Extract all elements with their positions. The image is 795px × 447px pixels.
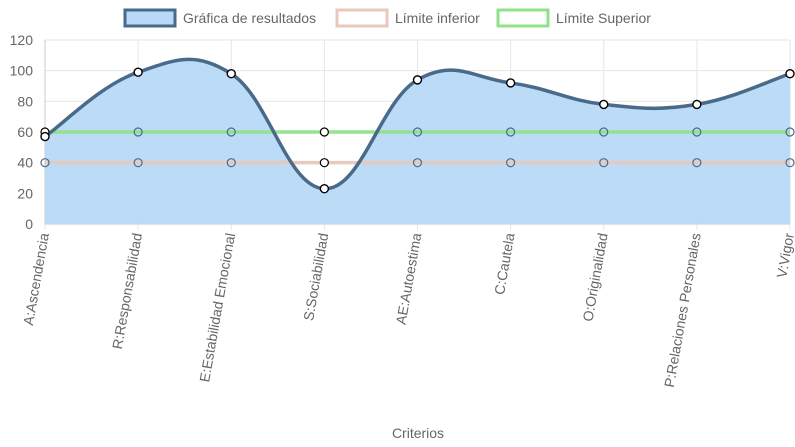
x-tick-label-5: C:Cautela — [491, 232, 518, 296]
series-area-layer — [45, 59, 790, 224]
x-tick-label-1: R:Responsabilidad — [109, 232, 145, 351]
y-tick-label-120: 120 — [10, 32, 34, 48]
points-layer — [40, 67, 795, 194]
series-2-point-6 — [599, 127, 609, 137]
series-0-point-7 — [692, 99, 702, 110]
series-2-point-5 — [506, 127, 516, 137]
x-tick-label-2: E:Estabilidad Emocional — [196, 232, 238, 383]
series-0-point-4 — [412, 75, 423, 85]
legend-label-1: Límite inferior — [395, 10, 480, 26]
series-1-point-7 — [692, 158, 702, 168]
legend-swatch-0 — [123, 8, 177, 28]
series-0-point-8 — [785, 69, 795, 79]
series-0-point-1 — [133, 67, 143, 77]
series-1-point-4 — [412, 158, 423, 168]
series-1-point-2 — [226, 158, 236, 168]
series-0-point-2 — [226, 69, 236, 79]
series-0-line — [44, 57, 791, 191]
y-tick-label-60: 60 — [17, 124, 33, 140]
series-0-point-5 — [505, 78, 516, 88]
legend-swatch-1 — [335, 8, 389, 28]
x-tick-label-7: P:Relaciones Personales — [661, 232, 704, 389]
x-axis-title: Criterios — [392, 425, 444, 441]
x-tick-label-8: V:Vigor — [773, 231, 795, 279]
series-1-point-6 — [599, 158, 609, 168]
series-2-point-8 — [785, 127, 795, 137]
series-2-point-4 — [412, 127, 423, 137]
y-tick-label-40: 40 — [17, 155, 33, 171]
legend: Gráfica de resultados Límite inferior Lími… — [123, 8, 651, 28]
series-1-point-1 — [133, 158, 143, 168]
x-tick-label-3: S:Sociabilidad — [300, 232, 331, 322]
series-1-point-0 — [40, 158, 50, 168]
series-0-area — [45, 59, 790, 224]
series-0-point-3 — [319, 184, 330, 194]
series-2-point-2 — [226, 127, 236, 137]
legend-label-2: Límite Superior — [556, 10, 651, 26]
x-axis-ticks: A:Ascendencia R:Responsabilidad E:Estabili… — [20, 231, 795, 388]
x-tick-label-6: O:Originalidad — [579, 232, 610, 323]
y-tick-label-80: 80 — [17, 93, 33, 109]
x-tick-label-4: AE:Autoestima — [393, 232, 425, 326]
y-tick-label-20: 20 — [17, 185, 33, 201]
x-tick-label-0: A:Ascendencia — [20, 232, 52, 327]
series-0-point-0 — [40, 131, 50, 142]
series-2-point-1 — [133, 127, 143, 137]
series-1-point-5 — [506, 158, 516, 168]
series-1-point-3 — [319, 158, 329, 168]
y-tick-label-0: 0 — [25, 216, 33, 232]
series-2-point-7 — [692, 127, 702, 137]
series-lines-layer — [44, 57, 791, 191]
y-axis-ticks: 0 20 40 60 80 100 120 — [10, 32, 34, 232]
y-tick-label-100: 100 — [10, 63, 34, 79]
legend-label-0: Gráfica de resultados — [183, 10, 316, 26]
series-0-point-6 — [599, 99, 609, 110]
legend-swatch-2 — [496, 8, 550, 28]
series-2-point-3 — [319, 127, 329, 137]
series-1-point-8 — [785, 158, 795, 168]
